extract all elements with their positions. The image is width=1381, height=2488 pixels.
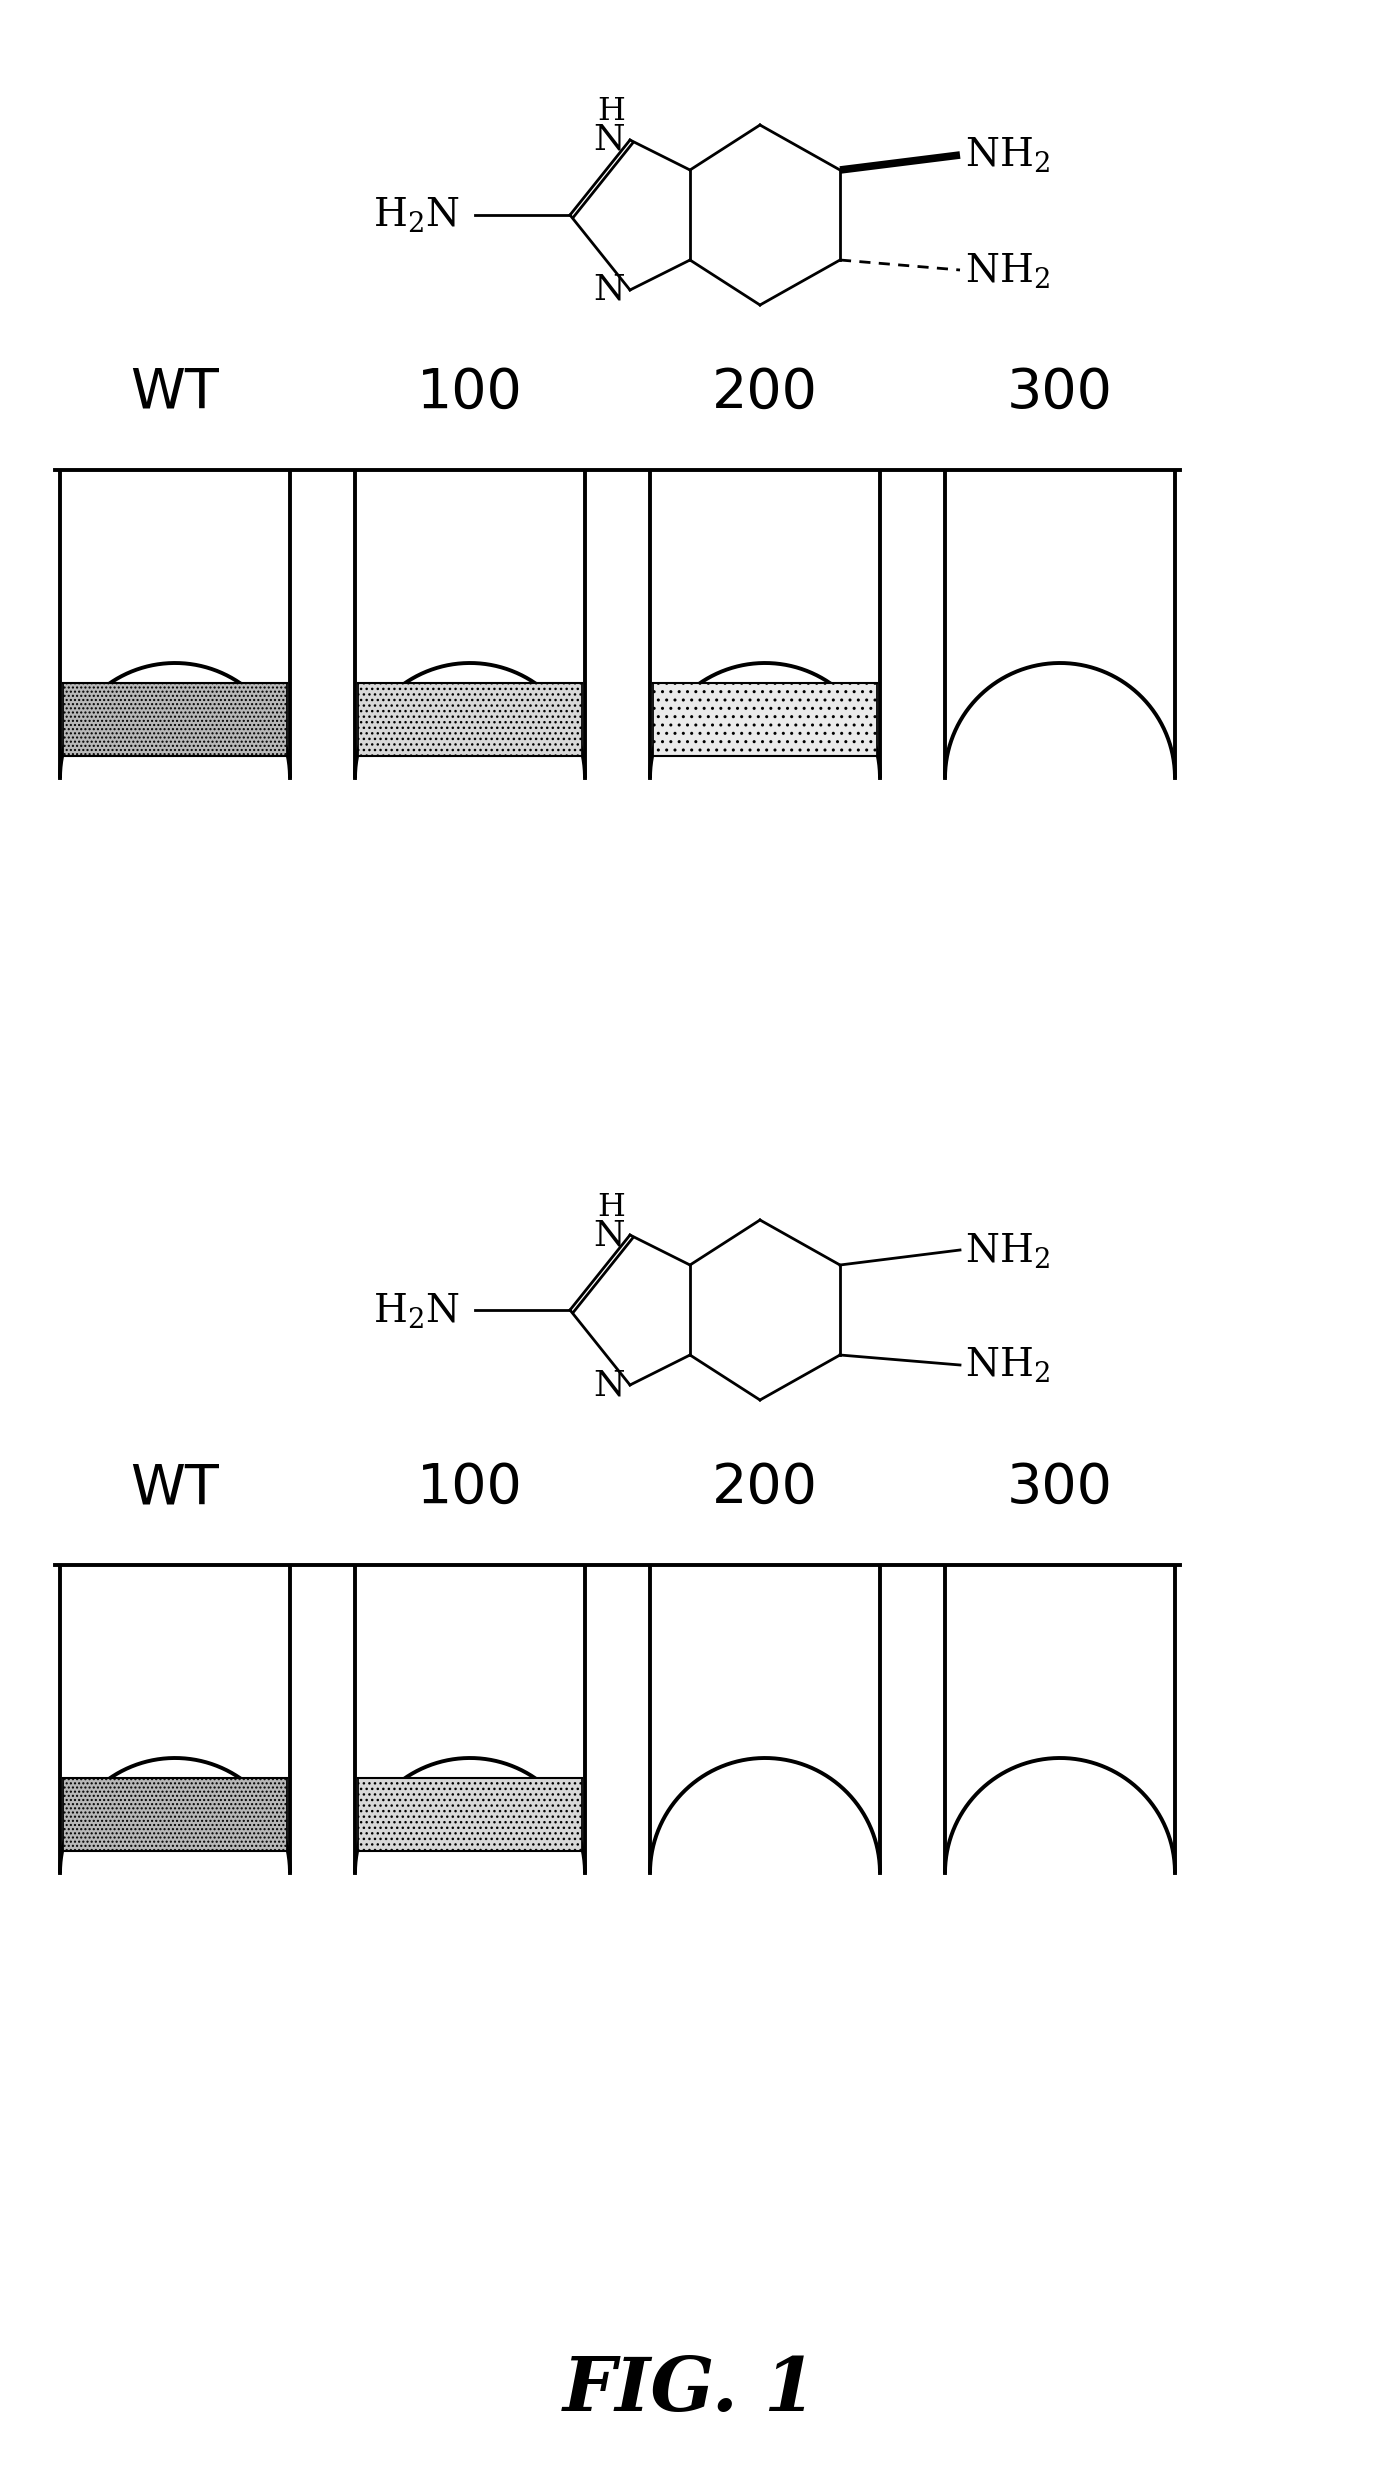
Text: $\mathregular{H_2N}$: $\mathregular{H_2N}$ (373, 1291, 460, 1329)
Bar (358, 1779, 581, 1851)
Bar (64, 1779, 287, 1851)
Bar (653, 682, 877, 756)
Text: $\mathregular{NH_2}$: $\mathregular{NH_2}$ (965, 1232, 1050, 1269)
Text: N: N (594, 1219, 626, 1251)
Bar (64, 682, 287, 756)
Text: 300: 300 (1007, 366, 1113, 420)
Text: N: N (594, 274, 626, 306)
Bar (653, 682, 877, 756)
Bar (64, 1779, 287, 1851)
Text: H: H (597, 97, 626, 127)
Bar (64, 682, 287, 756)
Text: $\mathregular{NH_2}$: $\mathregular{NH_2}$ (965, 134, 1050, 174)
Text: $\mathregular{NH_2}$: $\mathregular{NH_2}$ (965, 251, 1050, 289)
Text: 300: 300 (1007, 1460, 1113, 1515)
Text: H: H (597, 1192, 626, 1222)
Text: N: N (594, 122, 626, 157)
Text: WT: WT (131, 1460, 220, 1515)
Text: 200: 200 (713, 366, 818, 420)
Text: 200: 200 (713, 1460, 818, 1515)
Bar (358, 682, 581, 756)
Text: 100: 100 (417, 1460, 523, 1515)
Text: $\mathregular{NH_2}$: $\mathregular{NH_2}$ (965, 1346, 1050, 1383)
Bar (358, 1779, 581, 1851)
Bar (358, 682, 581, 756)
Text: FIG. 1: FIG. 1 (563, 2354, 818, 2426)
Text: WT: WT (131, 366, 220, 420)
Text: N: N (594, 1368, 626, 1403)
Text: 100: 100 (417, 366, 523, 420)
Text: $\mathregular{H_2N}$: $\mathregular{H_2N}$ (373, 197, 460, 234)
